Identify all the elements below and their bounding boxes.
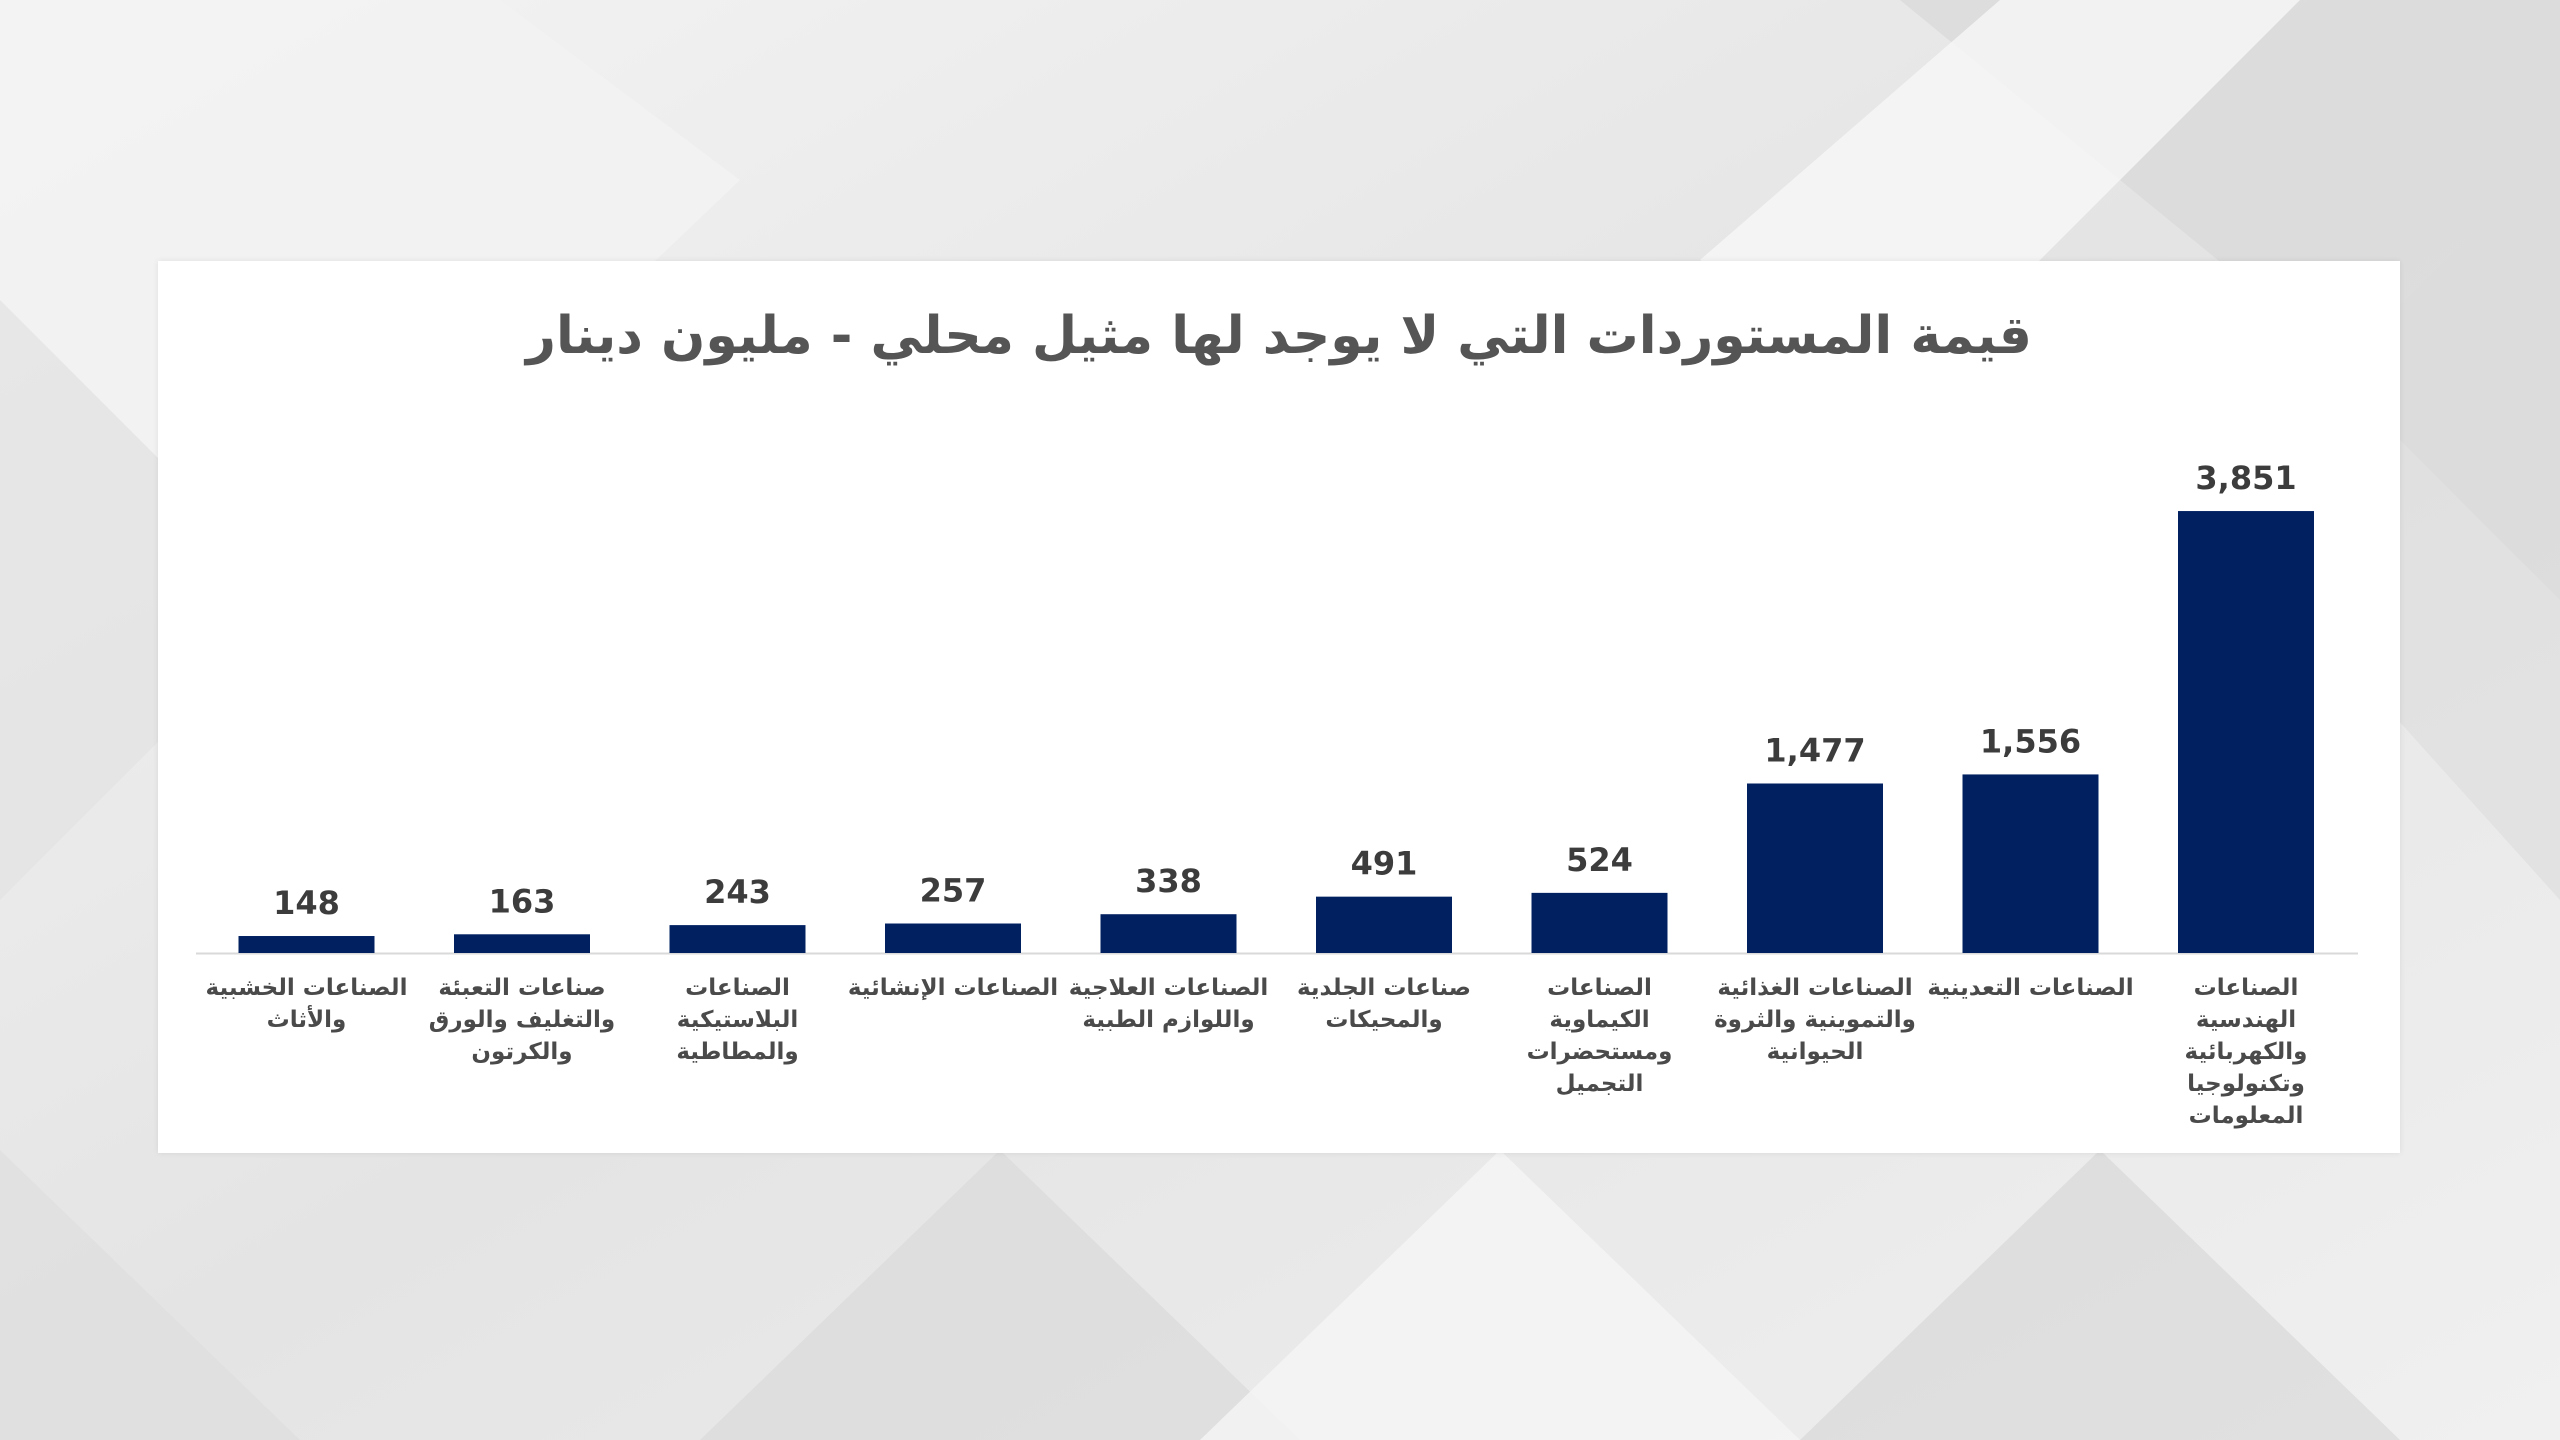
bar-chart: قيمة المستوردات التي لا يوجد لها مثيل مح… xyxy=(196,306,2358,1129)
data-label: 491 xyxy=(1351,845,1418,883)
data-label: 243 xyxy=(704,873,771,911)
category-label: الصناعات العلاجية واللوازم الطبية xyxy=(1069,975,1269,1033)
category-label: الصناعات الغذائية والتموينية والثروة الحيو… xyxy=(1714,975,1916,1065)
category-label-line: والتغليف والورق xyxy=(429,1007,615,1033)
category-label-line: البلاستيكية xyxy=(677,1007,798,1033)
category-label-line: الصناعات الغذائية xyxy=(1717,975,1912,1001)
category-label-line: الحيوانية xyxy=(1767,1039,1864,1065)
plot-area: 3,851 الصناعات الهندسية والكهربائية وتكنولوج… xyxy=(196,459,2358,1129)
category-label-line: الصناعات xyxy=(2194,975,2299,1001)
chart-title: قيمة المستوردات التي لا يوجد لها مثيل مح… xyxy=(523,306,2032,366)
data-label: 163 xyxy=(489,882,556,920)
category-label-line: والمطاطية xyxy=(676,1039,798,1065)
data-label: 257 xyxy=(920,872,987,910)
bar xyxy=(1531,892,1668,953)
category-label-line: الصناعات الخشبية xyxy=(206,975,408,1001)
data-label: 148 xyxy=(273,884,340,922)
category-label-line: الصناعات العلاجية xyxy=(1069,975,1269,1001)
data-label: 1,556 xyxy=(1980,722,2081,760)
category-label-line: واللوازم الطبية xyxy=(1082,1007,1254,1033)
data-label: 3,851 xyxy=(2195,459,2296,497)
category-label-line: الصناعات الإنشائية xyxy=(848,975,1058,1001)
category-label: الصناعات الهندسية والكهربائية وتكنولوجيا الم… xyxy=(2185,975,2308,1129)
data-label: 1,477 xyxy=(1764,731,1865,769)
data-label: 524 xyxy=(1566,841,1633,879)
category-label-line: والتموينية والثروة xyxy=(1714,1007,1916,1033)
category-label: صناعات التعبئة والتغليف والورق والكرتون xyxy=(429,975,615,1065)
bar xyxy=(238,936,375,953)
bar xyxy=(1316,896,1452,953)
chart-card: قيمة المستوردات التي لا يوجد لها مثيل مح… xyxy=(158,261,2400,1153)
category-label: الصناعات الإنشائية xyxy=(848,975,1058,1001)
category-label: الصناعات البلاستيكية والمطاطية xyxy=(676,975,798,1065)
category-label-line: ومستحضرات xyxy=(1527,1039,1673,1065)
category-label-line: الصناعات xyxy=(1547,975,1652,1001)
bar xyxy=(669,925,806,953)
category-label: الصناعات التعدينية xyxy=(1927,975,2133,1001)
category-label-line: المعلومات xyxy=(2189,1103,2304,1129)
bar xyxy=(1962,774,2099,953)
category-label-line: الكيماوية xyxy=(1549,1007,1649,1033)
category-label-line: وتكنولوجيا xyxy=(2187,1071,2305,1097)
category-label-line: والأثاث xyxy=(267,1004,347,1033)
category-label-line: والكرتون xyxy=(471,1039,572,1065)
bar xyxy=(1100,914,1237,953)
bar xyxy=(454,934,590,953)
bar xyxy=(2178,511,2314,953)
category-label-line: الصناعات xyxy=(685,975,790,1001)
category-label-line: والمحيكات xyxy=(1325,1007,1442,1033)
category-label-line: والكهربائية xyxy=(2185,1039,2308,1065)
category-label-line: صناعات التعبئة xyxy=(438,975,605,1001)
data-label: 338 xyxy=(1135,862,1202,900)
bar xyxy=(885,923,1021,953)
category-label-line: الصناعات التعدينية xyxy=(1927,975,2133,1001)
category-label-line: الهندسية xyxy=(2196,1007,2296,1033)
category-label: الصناعات الكيماوية ومستحضرات التجميل xyxy=(1527,975,1673,1097)
category-label-line: صناعات الجلدية xyxy=(1297,975,1471,1001)
bar xyxy=(1747,783,1883,953)
category-label: الصناعات الخشبية والأثاث xyxy=(206,975,408,1033)
category-label-line: التجميل xyxy=(1556,1071,1644,1097)
category-label: صناعات الجلدية والمحيكات xyxy=(1297,975,1471,1033)
